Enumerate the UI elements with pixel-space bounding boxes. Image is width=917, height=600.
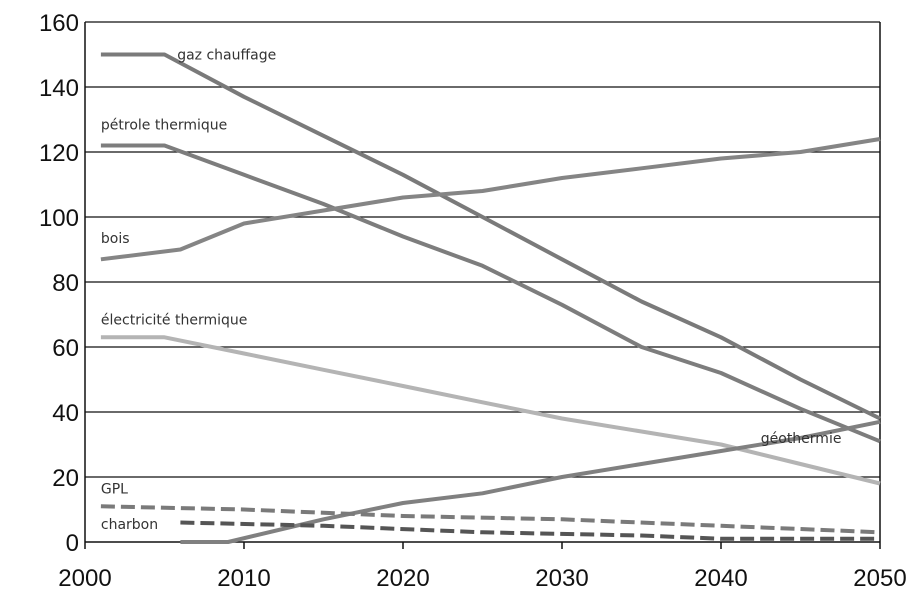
series-label-électricité-thermique: électricité thermique [101,312,247,328]
series-line-gaz-chauffage [100,52,881,421]
series-label-bois: bois [101,231,130,247]
series-line-charbon [180,520,880,541]
x-tick-label: 2010 [217,565,270,592]
x-axis-ticks: 2000 2010 2020 2030 2040 2050 [58,542,907,592]
y-tick-label: 160 [39,10,79,37]
series-lines [100,52,881,544]
x-tick-label: 2020 [376,565,429,592]
series-label-charbon: charbon [101,517,158,533]
series-labels: gaz chauffage pétrole thermique bois électr… [101,47,842,533]
series-line-électricité-thermique [100,335,881,486]
y-tick-label: 60 [52,335,79,362]
y-tick-label: 100 [39,205,79,232]
series-label-géothermie: géothermie [761,431,842,447]
y-tick-label: 80 [52,270,79,297]
y-tick-label: 20 [52,465,79,492]
x-tick-label: 2050 [853,565,906,592]
series-label-pétrole-thermique: pétrole thermique [101,117,227,133]
y-tick-label: 0 [66,530,79,557]
x-tick-label: 2040 [694,565,747,592]
y-tick-label: 40 [52,400,79,427]
series-line-bois [100,137,881,262]
x-tick-label: 2000 [58,565,111,592]
y-tick-label: 140 [39,75,79,102]
y-tick-label: 120 [39,140,79,167]
series-label-gpl: GPL [101,481,128,497]
series-line-gpl [100,504,881,535]
y-axis-ticks: 0 20 40 60 80 100 120 140 160 [39,10,79,557]
series-line-géothermie [180,419,881,544]
series-label-gaz-chauffage: gaz chauffage [177,47,276,63]
gridlines [84,21,881,543]
x-tick-label: 2030 [535,565,588,592]
series-line-pétrole-thermique [100,143,881,444]
